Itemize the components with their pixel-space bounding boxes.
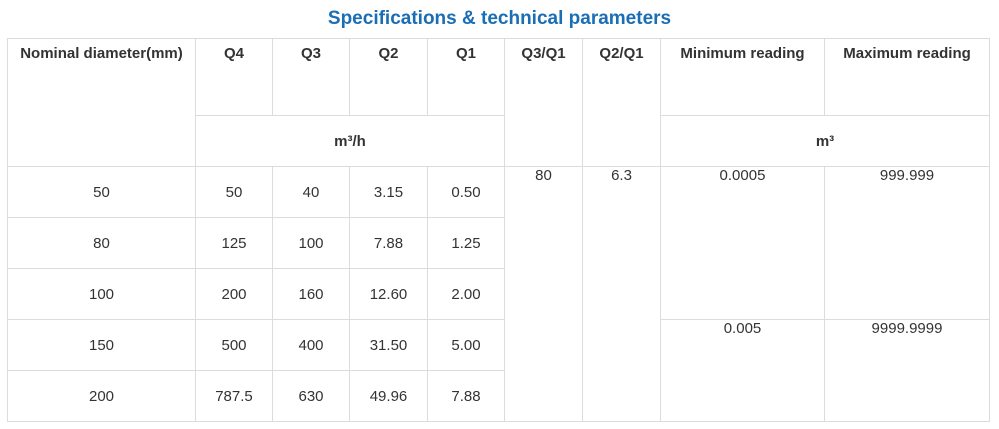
table-row: 150 500 400 31.50 5.00 0.005 9999.9999: [7, 319, 990, 422]
cell-maximum-reading: 9999.9999: [824, 319, 990, 422]
cell-q4: 500: [195, 319, 273, 371]
cell-q1: 2.00: [427, 268, 505, 320]
cell-q3: 160: [272, 268, 350, 320]
table-row: 50 50 40 3.15 0.50 80 6.3 0.0005 999.999: [7, 166, 990, 422]
cell-minimum-reading: 0.005: [660, 319, 825, 422]
cell-q2: 3.15: [349, 166, 428, 218]
cell-nominal-diameter: 200: [7, 370, 196, 422]
cell-q3: 100: [272, 217, 350, 269]
spec-table: Nominal diameter(mm) Q4 Q3 Q2 Q1 Q3/Q1 Q…: [7, 38, 990, 422]
unit-flow: m³/h: [195, 115, 505, 167]
cell-q4: 125: [195, 217, 273, 269]
cell-q4: 787.5: [195, 370, 273, 422]
cell-q4: 50: [195, 166, 273, 218]
cell-q3: 40: [272, 166, 350, 218]
unit-row: m³/h m³: [8, 115, 990, 167]
cell-nominal-diameter: 50: [7, 166, 196, 218]
table-row: 100 200 160 12.60 2.00: [7, 268, 990, 320]
header-q2-q1: Q2/Q1: [582, 38, 661, 167]
cell-q1: 0.50: [427, 166, 505, 218]
table-row: 80 125 100 7.88 1.25: [7, 217, 990, 269]
header-q1: Q1: [427, 38, 505, 116]
cell-q2: 7.88: [349, 217, 428, 269]
cell-q4: 200: [195, 268, 273, 320]
header-minimum-reading: Minimum reading: [660, 38, 825, 116]
header-q2: Q2: [349, 38, 428, 116]
cell-q3: 630: [272, 370, 350, 422]
cell-q3: 400: [272, 319, 350, 371]
cell-q1: 5.00: [427, 319, 505, 371]
cell-q2-q1: 6.3: [582, 166, 661, 422]
header-maximum-reading: Maximum reading: [824, 38, 990, 116]
cell-q1: 7.88: [427, 370, 505, 422]
table-row: 200 787.5 630 49.96 7.88: [7, 370, 990, 422]
unit-volume: m³: [660, 115, 990, 167]
cell-nominal-diameter: 100: [7, 268, 196, 320]
cell-maximum-reading: 999.999: [824, 166, 990, 320]
cell-nominal-diameter: 80: [7, 217, 196, 269]
cell-nominal-diameter: 150: [7, 319, 196, 371]
cell-q1: 1.25: [427, 217, 505, 269]
header-q3-q1: Q3/Q1: [504, 38, 583, 167]
header-nominal-diameter: Nominal diameter(mm): [7, 38, 196, 167]
header-q3: Q3: [272, 38, 350, 116]
header-row: Nominal diameter(mm) Q4 Q3 Q2 Q1 Q3/Q1 Q…: [7, 38, 990, 167]
header-q4: Q4: [195, 38, 273, 116]
cell-q2: 31.50: [349, 319, 428, 371]
cell-q3-q1: 80: [504, 166, 583, 422]
cell-q2: 49.96: [349, 370, 428, 422]
cell-q2: 12.60: [349, 268, 428, 320]
page-title: Specifications & technical parameters: [327, 8, 672, 29]
cell-minimum-reading: 0.0005: [660, 166, 825, 320]
